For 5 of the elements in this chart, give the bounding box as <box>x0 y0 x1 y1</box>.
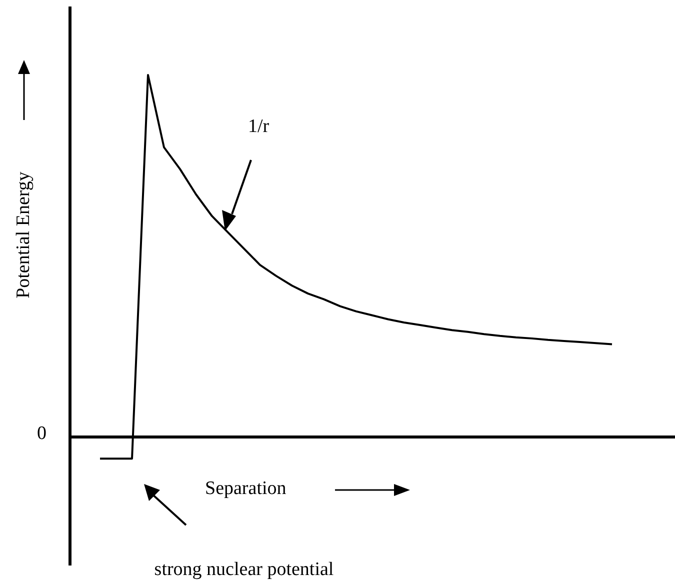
x-axis-title: Separation <box>205 478 286 500</box>
text: 0 <box>37 422 46 445</box>
text: strong nuclear potential <box>154 559 334 581</box>
annotation: 1/r <box>248 116 270 138</box>
y-axis-title: Potential Energy <box>13 172 35 298</box>
